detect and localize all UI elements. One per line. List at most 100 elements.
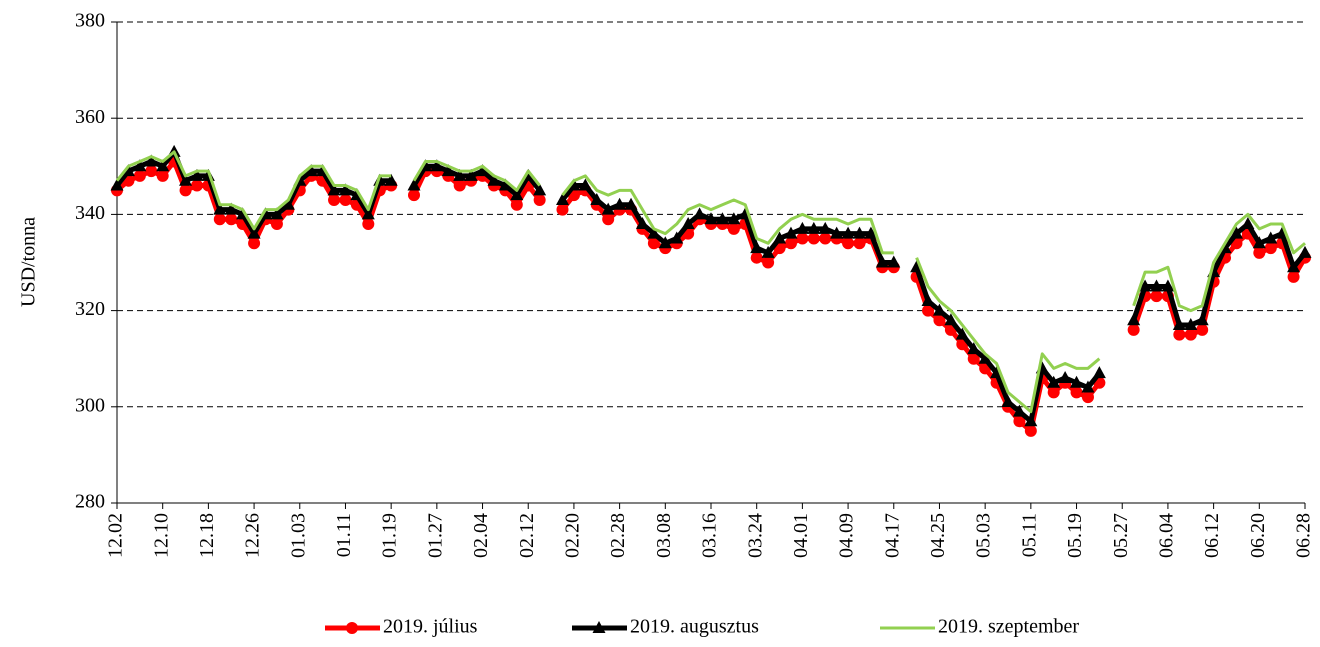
marker [830,226,844,239]
legend-label: 2019. szeptember [938,616,1079,638]
y-tick-label: 340 [75,202,105,224]
marker [498,178,512,191]
x-tick-label: 02.12 [516,513,538,558]
marker [144,154,158,167]
marker [1195,313,1209,326]
marker [921,293,935,306]
marker [922,304,935,317]
series-line [115,149,1307,424]
marker [658,236,672,249]
x-tick-label: 06.04 [1156,513,1178,558]
marker [248,237,261,250]
marker [338,183,352,196]
marker [1058,370,1072,383]
marker [533,193,546,206]
marker [704,212,718,225]
x-tick-label: 12.02 [105,513,127,558]
marker [1070,386,1083,399]
marker [727,222,740,235]
marker [1013,415,1026,428]
marker [647,226,661,239]
marker [179,184,192,197]
x-tick-label: 01.03 [287,513,309,558]
marker [224,202,238,215]
marker [1127,313,1141,326]
x-tick-label: 06.12 [1201,513,1223,558]
marker [750,241,764,254]
marker [967,352,980,365]
series-line [115,158,1308,434]
marker [807,221,821,234]
x-tick-label: 04.17 [881,513,903,558]
marker [270,218,283,231]
x-tick-label: 05.11 [1018,513,1040,557]
marker [1241,217,1255,230]
marker [464,168,478,181]
marker [1150,279,1163,292]
marker [796,232,809,245]
marker [1264,242,1277,255]
marker [453,168,467,181]
marker [1150,290,1163,303]
marker [1287,270,1300,283]
marker [1024,414,1038,427]
marker [328,193,341,206]
marker [1070,375,1084,388]
marker [1138,279,1152,292]
marker [853,237,866,250]
marker [887,255,901,268]
marker [213,213,226,226]
marker [647,237,660,250]
y-tick-label: 300 [75,394,105,416]
marker [842,237,855,250]
marker [156,159,170,172]
marker [602,213,615,226]
marker [727,212,741,225]
marker [510,198,523,211]
marker [933,314,946,327]
marker [510,188,524,201]
marker [1001,394,1015,407]
x-tick-label: 05.03 [973,513,995,558]
legend-label: 2019. augusztus [630,616,759,638]
marker [190,179,203,192]
marker [304,164,318,177]
marker [578,178,592,191]
marker [190,168,204,181]
marker [1252,236,1266,249]
x-tick-label: 02.20 [562,513,584,558]
marker [327,183,341,196]
marker [635,217,649,230]
marker [1127,323,1140,336]
marker [281,197,295,210]
marker [213,202,227,215]
x-tick-label: 04.01 [790,513,812,558]
marker [225,213,238,226]
marker [1012,404,1026,417]
marker [807,232,820,245]
marker [407,178,421,191]
legend-label: 2019. július [383,616,478,638]
marker [384,173,398,186]
marker [670,231,684,244]
marker [408,189,420,202]
marker [818,221,832,234]
marker [784,226,798,239]
marker [1047,386,1060,399]
marker [121,164,135,177]
marker [624,197,638,210]
marker [715,212,729,225]
marker [875,255,889,268]
marker [1184,318,1198,331]
y-tick-label: 320 [75,298,105,320]
marker [1196,323,1209,336]
marker [179,173,193,186]
x-tick-label: 01.27 [424,513,446,558]
marker [567,178,581,191]
x-tick-label: 12.26 [242,513,264,558]
x-tick-label: 06.20 [1247,513,1269,558]
marker [453,179,466,192]
marker [853,226,866,239]
x-tick-label: 03.16 [699,513,721,558]
